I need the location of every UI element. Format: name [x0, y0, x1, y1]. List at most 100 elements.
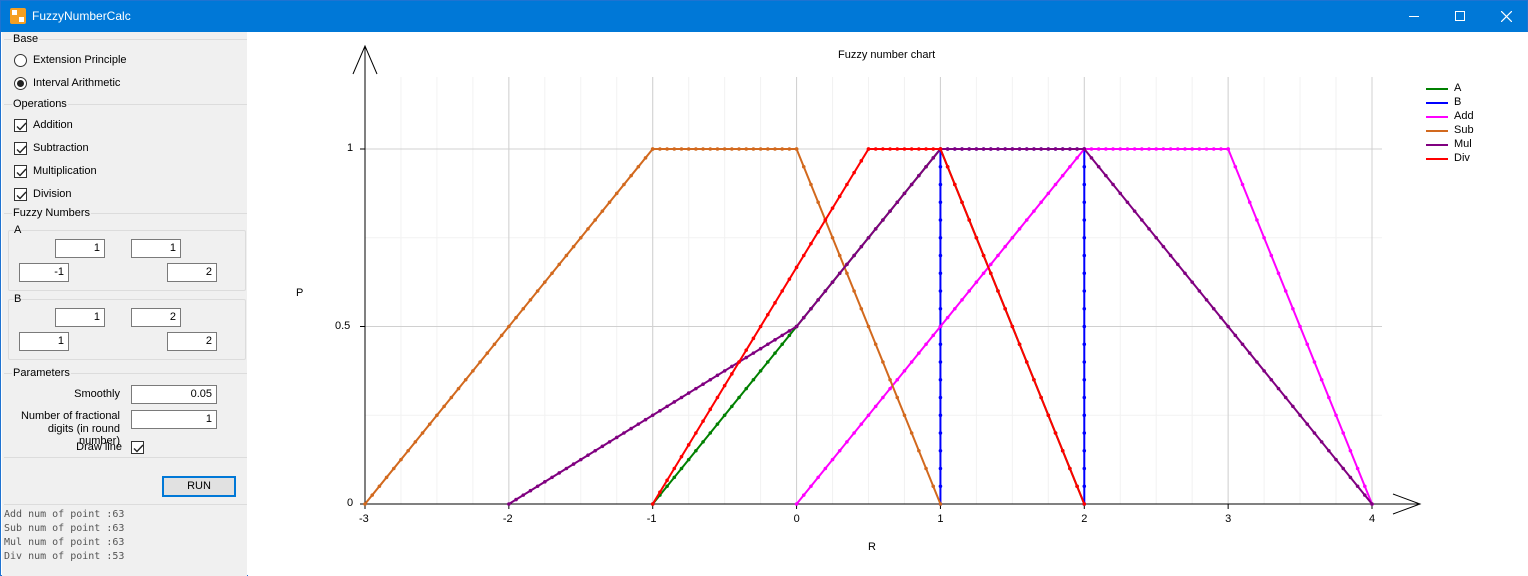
series-point-mul	[924, 164, 928, 169]
series-point-a	[701, 440, 705, 444]
interval-arithmetic-radio[interactable]	[14, 77, 27, 90]
series-point-mul	[614, 435, 619, 440]
series-point-sub	[895, 395, 900, 400]
series-point-sub	[449, 395, 454, 400]
title-bar[interactable]: FuzzyNumberCalc	[1, 1, 1527, 32]
series-point-add	[852, 431, 856, 435]
series-point-sub	[377, 484, 382, 489]
series-point-sub	[427, 422, 432, 426]
series-point-mul	[578, 457, 583, 462]
fuzzy-chart	[352, 44, 1422, 515]
series-point-div	[845, 182, 849, 187]
series-point-sub	[643, 156, 648, 160]
series-point-mul	[1161, 244, 1166, 249]
series-point-sub	[413, 440, 418, 444]
series-point-mul	[1219, 315, 1223, 320]
series-point-add	[1240, 182, 1245, 187]
close-button[interactable]	[1483, 1, 1528, 32]
b-core-right-input[interactable]: 2	[131, 308, 181, 327]
legend-label: Div	[1454, 152, 1470, 164]
series-point-sub	[917, 448, 921, 453]
series-point-sub	[507, 324, 511, 329]
x-tick-label: -2	[502, 513, 513, 525]
series-point-mul	[1010, 147, 1015, 151]
legend-swatch	[1426, 158, 1448, 160]
series-point-div	[1010, 324, 1015, 329]
series-point-add	[924, 342, 928, 347]
series-point-b	[1082, 253, 1087, 258]
series-point-sub	[586, 227, 590, 231]
series-point-mul	[1104, 173, 1108, 178]
addition-checkbox[interactable]	[14, 119, 27, 132]
extension-principle-radio[interactable]	[14, 54, 27, 67]
fractional-digits-label-line2: digits (in round number)	[47, 423, 120, 447]
series-point-b	[1082, 360, 1087, 364]
series-point-div	[794, 265, 799, 270]
y-tick-label: 0	[347, 497, 354, 509]
series-point-mul	[809, 306, 813, 311]
b-core-left-input[interactable]: 1	[55, 308, 105, 327]
x-axis-arrow	[1392, 493, 1422, 515]
x-tick-label: 2	[1081, 513, 1088, 525]
series-point-add	[1233, 164, 1238, 169]
series-point-a	[686, 457, 691, 462]
series-point-div	[1060, 448, 1065, 453]
series-point-div	[708, 407, 713, 412]
series-point-mul	[1370, 502, 1374, 506]
series-point-mul	[507, 502, 511, 506]
series-point-add	[1197, 147, 1202, 151]
series-point-sub	[888, 377, 892, 382]
multiplication-label: Multiplication	[33, 165, 97, 177]
series-point-div	[938, 147, 943, 151]
a-support-right-input[interactable]: 2	[167, 263, 217, 282]
b-support-right-input[interactable]: 2	[167, 332, 217, 351]
series-point-sub	[399, 457, 403, 462]
fractional-digits-input[interactable]: 1	[131, 410, 217, 429]
series-point-add	[816, 475, 820, 480]
maximize-button[interactable]	[1437, 1, 1483, 32]
series-point-add	[1348, 448, 1353, 453]
series-point-div	[837, 194, 842, 199]
series-point-add	[1327, 395, 1331, 400]
minimize-icon	[1409, 16, 1419, 17]
series-point-a	[672, 475, 677, 480]
series-point-b	[1082, 306, 1087, 311]
b-support-left-input[interactable]: 1	[19, 332, 69, 351]
series-point-div	[823, 218, 828, 222]
series-point-sub	[773, 147, 777, 151]
series-point-add	[1168, 147, 1173, 151]
series-point-sub	[938, 502, 943, 506]
series-point-b	[1082, 395, 1087, 400]
series-point-add	[902, 369, 907, 373]
minimize-button[interactable]	[1391, 1, 1437, 32]
run-button[interactable]: RUN	[162, 476, 236, 497]
output-log: Add num of point :63 Sub num of point :63…	[4, 508, 124, 564]
series-point-mul	[1197, 289, 1202, 293]
a-core-left-input[interactable]: 1	[55, 239, 105, 258]
series-point-sub	[679, 147, 684, 151]
a-support-left-input[interactable]: -1	[19, 263, 69, 282]
subtraction-checkbox[interactable]	[14, 142, 27, 155]
division-checkbox[interactable]	[14, 188, 27, 201]
series-point-mul	[535, 484, 540, 489]
series-point-sub	[801, 164, 806, 169]
series-point-add	[1255, 218, 1259, 222]
series-point-a	[665, 484, 669, 489]
smoothly-input[interactable]: 0.05	[131, 385, 217, 404]
series-point-mul	[1032, 147, 1036, 151]
a-core-right-input[interactable]: 1	[131, 239, 181, 258]
series-point-sub	[471, 369, 475, 373]
series-point-sub	[694, 147, 698, 151]
series-point-mul	[1024, 147, 1029, 151]
series-point-b	[938, 342, 943, 347]
series-point-div	[909, 147, 914, 151]
series-point-mul	[1154, 235, 1159, 240]
series-point-mul	[1168, 253, 1173, 258]
series-point-mul	[564, 466, 569, 471]
series-point-add	[881, 395, 885, 400]
series-point-div	[996, 289, 1000, 293]
series-point-sub	[456, 386, 461, 391]
draw-line-checkbox[interactable]	[131, 441, 144, 454]
series-point-div	[873, 147, 878, 151]
multiplication-checkbox[interactable]	[14, 165, 27, 178]
